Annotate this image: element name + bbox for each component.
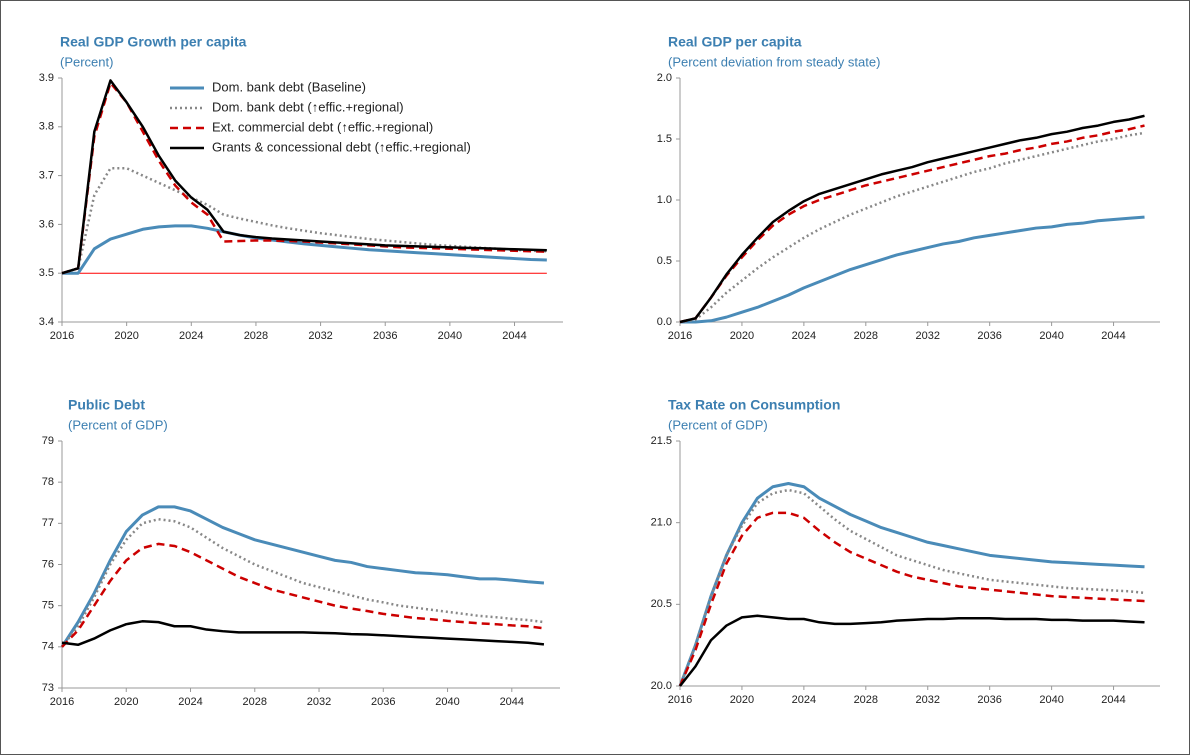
y-tick-label: 1.5 <box>657 133 672 145</box>
y-tick-label: 78 <box>42 476 54 488</box>
y-tick-label: 74 <box>42 641 54 653</box>
series-line <box>679 114 1145 324</box>
x-tick-label: 2028 <box>243 696 267 708</box>
y-tick-label: 76 <box>42 558 54 570</box>
x-tick-label: 2024 <box>179 330 203 342</box>
y-tick-label: 21.5 <box>651 435 672 447</box>
series-line <box>62 224 547 275</box>
x-tick-label: 2040 <box>1039 694 1063 706</box>
chart-subtitle: (Percent deviation from steady state) <box>668 54 880 69</box>
y-tick-label: 20.0 <box>651 680 672 692</box>
y-tick-label: 73 <box>42 682 54 694</box>
y-tick-label: 3.8 <box>39 121 54 133</box>
y-tick-label: 21.0 <box>651 517 672 529</box>
y-tick-label: 20.5 <box>651 598 672 610</box>
y-tick-label: 2.0 <box>657 72 672 84</box>
series-line <box>60 505 545 648</box>
series-line <box>61 542 545 648</box>
series-line <box>680 215 1145 324</box>
x-tick-label: 2040 <box>435 696 459 708</box>
series-line <box>679 614 1145 687</box>
series-line <box>61 620 545 647</box>
x-tick-label: 2020 <box>114 696 138 708</box>
y-tick-label: 79 <box>42 435 54 447</box>
legend-label: Ext. commercial debt (↑effic.+regional) <box>212 119 433 134</box>
x-tick-label: 2028 <box>244 330 268 342</box>
chart-title: Tax Rate on Consumption <box>668 397 840 413</box>
chart-subtitle: (Percent of GDP) <box>668 417 768 432</box>
x-tick-label: 2024 <box>792 694 816 706</box>
series-line <box>678 481 1145 687</box>
x-tick-label: 2036 <box>371 696 395 708</box>
x-tick-label: 2044 <box>502 330 526 342</box>
chart-title: Real GDP per capita <box>668 34 802 50</box>
x-tick-label: 2036 <box>977 330 1001 342</box>
x-tick-label: 2016 <box>668 694 692 706</box>
x-tick-label: 2028 <box>854 330 878 342</box>
x-tick-label: 2044 <box>500 696 524 708</box>
series-line <box>678 488 1145 687</box>
chart-subtitle: (Percent) <box>60 54 113 69</box>
legend-label: Dom. bank debt (Baseline) <box>212 79 366 94</box>
chart-subtitle: (Percent of GDP) <box>68 417 168 432</box>
y-tick-label: 1.0 <box>657 194 672 206</box>
chart-title: Public Debt <box>68 397 145 413</box>
x-tick-label: 2032 <box>307 696 331 708</box>
x-tick-label: 2020 <box>730 694 754 706</box>
y-tick-label: 3.7 <box>39 170 54 182</box>
x-tick-label: 2028 <box>854 694 878 706</box>
x-tick-label: 2024 <box>792 330 816 342</box>
x-tick-label: 2024 <box>178 696 202 708</box>
y-tick-label: 3.5 <box>39 267 54 279</box>
x-tick-label: 2016 <box>50 696 74 708</box>
x-tick-label: 2040 <box>1039 330 1063 342</box>
x-tick-label: 2032 <box>915 694 939 706</box>
series-line <box>61 79 547 275</box>
y-tick-label: 0.0 <box>657 316 672 328</box>
x-tick-label: 2016 <box>668 330 692 342</box>
series-line <box>679 131 1145 324</box>
y-tick-label: 3.4 <box>39 316 54 328</box>
x-tick-label: 2016 <box>50 330 74 342</box>
x-tick-label: 2032 <box>915 330 939 342</box>
legend-label: Grants & concessional debt (↑effic.+regi… <box>212 139 471 154</box>
series-line <box>679 124 1145 324</box>
y-tick-label: 3.9 <box>39 72 54 84</box>
x-tick-label: 2040 <box>438 330 462 342</box>
y-tick-label: 77 <box>42 517 54 529</box>
x-tick-label: 2044 <box>1101 694 1125 706</box>
y-tick-label: 75 <box>42 600 54 612</box>
series-line <box>678 511 1145 687</box>
x-tick-label: 2044 <box>1101 330 1125 342</box>
x-tick-label: 2020 <box>730 330 754 342</box>
legend-label: Dom. bank debt (↑effic.+regional) <box>212 99 404 114</box>
chart-title: Real GDP Growth per capita <box>60 34 247 50</box>
y-tick-label: 0.5 <box>657 255 672 267</box>
y-tick-label: 3.6 <box>39 218 54 230</box>
x-tick-label: 2036 <box>373 330 397 342</box>
x-tick-label: 2036 <box>977 694 1001 706</box>
x-tick-label: 2020 <box>114 330 138 342</box>
x-tick-label: 2032 <box>308 330 332 342</box>
